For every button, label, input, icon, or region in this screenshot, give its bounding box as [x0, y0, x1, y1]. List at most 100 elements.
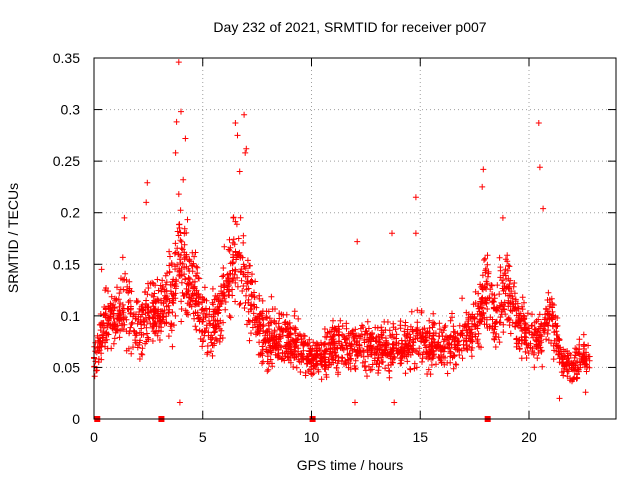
data-point [92, 339, 99, 346]
data-point [260, 322, 267, 328]
data-point [198, 307, 205, 313]
data-point [114, 284, 120, 291]
data-point [389, 350, 396, 357]
data-point [176, 221, 183, 228]
data-point [105, 305, 112, 312]
data-point [165, 310, 172, 316]
data-point [119, 301, 126, 308]
data-point [291, 312, 298, 319]
data-point [329, 340, 336, 347]
data-point [364, 330, 371, 337]
data-point [499, 306, 506, 313]
data-point [193, 263, 200, 270]
data-point [419, 358, 425, 365]
data-point [193, 301, 200, 308]
data-point [194, 264, 201, 271]
data-point [143, 324, 150, 331]
data-point [95, 356, 102, 362]
data-point [423, 353, 430, 360]
data-point [378, 351, 384, 358]
data-point [169, 343, 176, 350]
data-point [195, 291, 202, 297]
data-point [323, 334, 330, 341]
data-point [497, 274, 504, 281]
data-point [404, 349, 411, 356]
data-point [265, 366, 272, 373]
data-point [333, 364, 340, 371]
data-point [179, 246, 186, 253]
data-point [190, 260, 197, 267]
data-point [323, 374, 330, 381]
x-tick-labels: 0 5 10 15 20 [90, 429, 537, 445]
data-point [566, 362, 573, 369]
data-point [237, 214, 244, 221]
data-point [558, 369, 565, 376]
data-point [172, 263, 178, 270]
data-point [150, 314, 157, 320]
data-point [187, 298, 194, 305]
data-point [412, 194, 419, 201]
data-point [459, 332, 466, 339]
data-point [194, 312, 201, 319]
data-point [293, 326, 299, 333]
data-point [191, 253, 198, 260]
data-point [163, 287, 170, 294]
data-point [425, 366, 432, 373]
data-point [134, 320, 141, 327]
data-point [538, 333, 545, 340]
data-point [557, 344, 563, 351]
data-point [196, 327, 203, 334]
data-point [436, 344, 442, 350]
data-point [476, 343, 483, 350]
axis-ticks [93, 57, 616, 420]
data-point [553, 342, 560, 349]
data-point [176, 399, 183, 406]
data-point [129, 319, 136, 326]
data-point [166, 248, 173, 255]
data-point [97, 327, 104, 334]
data-point [306, 366, 313, 373]
data-point [522, 330, 529, 337]
data-point [128, 305, 134, 312]
data-point [519, 306, 526, 313]
data-point [360, 353, 367, 360]
data-point [489, 299, 496, 306]
data-point [497, 314, 504, 321]
data-point [121, 214, 128, 221]
data-point [144, 334, 151, 341]
data-point [264, 358, 271, 365]
data-point [327, 333, 334, 340]
data-point [375, 338, 382, 345]
data-point [256, 339, 263, 346]
data-point [335, 371, 341, 378]
data-point [496, 291, 503, 298]
data-point [481, 321, 488, 328]
data-point [177, 207, 184, 214]
data-point [242, 149, 249, 156]
data-point [486, 294, 493, 301]
data-point [276, 310, 283, 317]
data-point [202, 313, 209, 319]
data-point [560, 353, 566, 360]
data-point [119, 254, 126, 261]
data-point [179, 289, 186, 296]
data-point [375, 354, 381, 361]
data-point [267, 356, 274, 363]
data-point [429, 354, 436, 360]
data-point [499, 214, 506, 221]
data-point [227, 270, 234, 277]
data-point [174, 245, 181, 252]
data-point [414, 330, 421, 337]
y-tick-label: 0.1 [61, 308, 81, 324]
data-point [236, 168, 243, 175]
data-point [580, 331, 587, 338]
data-point [463, 309, 470, 316]
data-point [506, 281, 513, 288]
data-point [583, 368, 590, 375]
data-point [496, 254, 503, 261]
data-point [318, 351, 325, 358]
data-point [497, 267, 504, 274]
data-point [264, 368, 271, 375]
data-point [248, 277, 255, 284]
data-point [115, 296, 122, 303]
